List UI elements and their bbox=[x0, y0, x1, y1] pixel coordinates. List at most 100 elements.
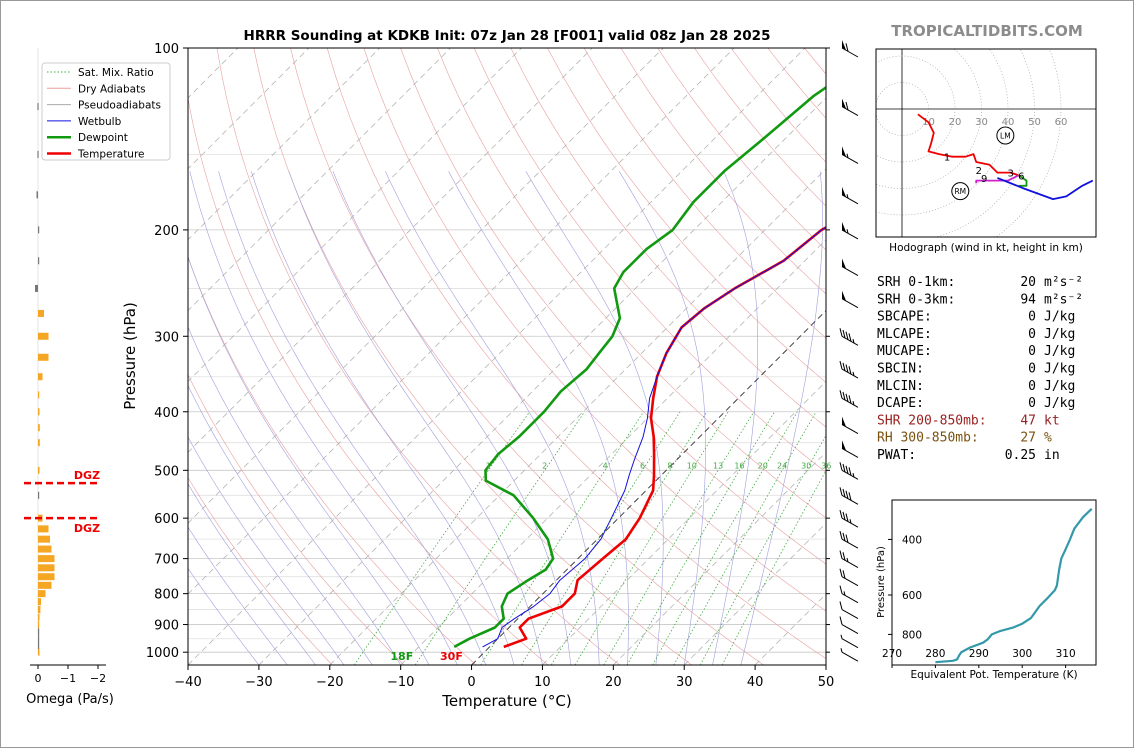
omega-panel: DGZ DGZ 0 −1 −2 bbox=[24, 48, 106, 685]
barb-full bbox=[845, 513, 849, 522]
index-unit: J/kg bbox=[1044, 396, 1075, 411]
barb-full bbox=[845, 465, 849, 474]
hodograph-height-label: 3 bbox=[1007, 169, 1013, 180]
isotherm bbox=[0, 48, 25, 665]
skewt-plot-frame bbox=[187, 47, 827, 666]
omega-bar bbox=[38, 391, 40, 399]
y-tick-label: 700 bbox=[154, 553, 179, 568]
storm-motion-marker bbox=[951, 182, 970, 201]
mixing-ratio-label: 4 bbox=[603, 461, 608, 470]
mixing-ratio-line bbox=[550, 411, 708, 665]
index-unit: J/kg bbox=[1044, 327, 1075, 342]
wind-barb bbox=[841, 98, 859, 116]
barb-full bbox=[842, 570, 846, 579]
legend-label: Dry Adiabats bbox=[78, 83, 146, 95]
pseudoadiabat bbox=[188, 526, 288, 665]
dewpoint-line bbox=[453, 85, 826, 649]
barb-staff bbox=[841, 153, 859, 164]
mixing-ratio-line bbox=[626, 411, 775, 665]
barb-staff bbox=[841, 448, 859, 458]
theta-e-y-tick-label: 800 bbox=[902, 629, 922, 641]
index-unit: m²s⁻² bbox=[1044, 292, 1083, 307]
y-tick-label: 100 bbox=[154, 42, 179, 57]
barb-flag bbox=[842, 416, 846, 427]
wind-barb bbox=[839, 568, 859, 587]
barb-flag bbox=[842, 146, 846, 157]
pseudoadiabat bbox=[188, 436, 345, 665]
index-label: SBCAPE: bbox=[877, 310, 932, 325]
wind-barb bbox=[840, 634, 859, 649]
barb-full bbox=[839, 360, 843, 370]
barb-staff bbox=[841, 651, 859, 662]
dry-adiabat bbox=[188, 373, 405, 665]
skewt-series bbox=[453, 85, 826, 649]
isotherm bbox=[825, 664, 826, 665]
barb-flag bbox=[842, 186, 846, 197]
omega-bar bbox=[38, 424, 40, 432]
mixing-ratio-label: 20 bbox=[758, 461, 768, 470]
dry-adiabat bbox=[915, 48, 1134, 665]
x-tick-label: −20 bbox=[316, 675, 343, 690]
wind-barb bbox=[839, 390, 859, 408]
barb-staff bbox=[841, 624, 859, 634]
barb-full bbox=[839, 487, 843, 496]
omega-bar bbox=[38, 491, 40, 499]
wind-barb bbox=[839, 616, 859, 634]
omega-bar bbox=[38, 535, 50, 543]
pseudoadiabat bbox=[288, 171, 543, 665]
wind-barb bbox=[841, 290, 859, 309]
mixing-ratio-label: 8 bbox=[667, 461, 672, 470]
barb-staff bbox=[841, 47, 859, 58]
barb-full bbox=[848, 467, 852, 476]
x-tick-label: 0 bbox=[467, 675, 475, 690]
omega-tick-label: 0 bbox=[35, 672, 42, 685]
index-unit: m²s⁻² bbox=[1044, 275, 1083, 290]
hodograph-ring bbox=[934, 49, 1035, 237]
y-tick-label: 1000 bbox=[146, 646, 179, 661]
barb-full bbox=[839, 601, 843, 610]
pseudoadiabat bbox=[218, 171, 486, 665]
y-tick-label: 900 bbox=[154, 619, 179, 634]
index-value: 94 bbox=[1020, 292, 1036, 307]
dry-adiabat bbox=[400, 48, 826, 565]
barb-half bbox=[840, 634, 843, 639]
barb-full bbox=[839, 531, 843, 540]
wetbulb-line bbox=[482, 226, 826, 648]
index-label: MUCAPE: bbox=[877, 344, 932, 359]
hodograph-trace bbox=[975, 174, 1020, 184]
barb-full bbox=[839, 616, 843, 625]
mixing-ratio-label: 16 bbox=[734, 461, 744, 470]
mixing-ratio-label: 30 bbox=[801, 461, 811, 470]
dry-adiabat bbox=[473, 48, 826, 473]
pseudoadiabat bbox=[188, 326, 401, 665]
x-tick-label: 50 bbox=[818, 675, 835, 690]
pseudoadiabat bbox=[188, 567, 260, 665]
hodograph-height-label: 6 bbox=[1018, 171, 1024, 182]
index-value: 0 bbox=[1028, 362, 1036, 377]
x-tick-label: −30 bbox=[245, 675, 272, 690]
dry-adiabat bbox=[253, 48, 692, 665]
barb-full bbox=[842, 391, 846, 401]
pseudoadiabat bbox=[332, 171, 572, 665]
omega-bar bbox=[38, 613, 40, 621]
barb-full bbox=[842, 362, 846, 371]
barb-half bbox=[849, 519, 852, 524]
mixing-ratio-line bbox=[521, 411, 681, 665]
barb-full bbox=[845, 101, 849, 111]
barb-staff bbox=[841, 106, 859, 116]
omega-bar bbox=[38, 545, 52, 553]
index-value: 0 bbox=[1028, 310, 1036, 325]
dry-adiabat bbox=[767, 48, 826, 119]
index-unit: J/kg bbox=[1044, 310, 1075, 325]
hodograph-ring bbox=[876, 55, 956, 163]
isotherm bbox=[258, 97, 826, 665]
isotherm bbox=[400, 239, 826, 665]
omega-tick-label: −2 bbox=[90, 672, 106, 685]
x-tick-label: −40 bbox=[174, 675, 201, 690]
legend-label: Pseudoadiabats bbox=[78, 100, 161, 112]
barb-staff bbox=[841, 638, 859, 649]
index-label: SRH 0-3km: bbox=[877, 292, 955, 307]
dgz-label-bottom: DGZ bbox=[74, 522, 100, 535]
